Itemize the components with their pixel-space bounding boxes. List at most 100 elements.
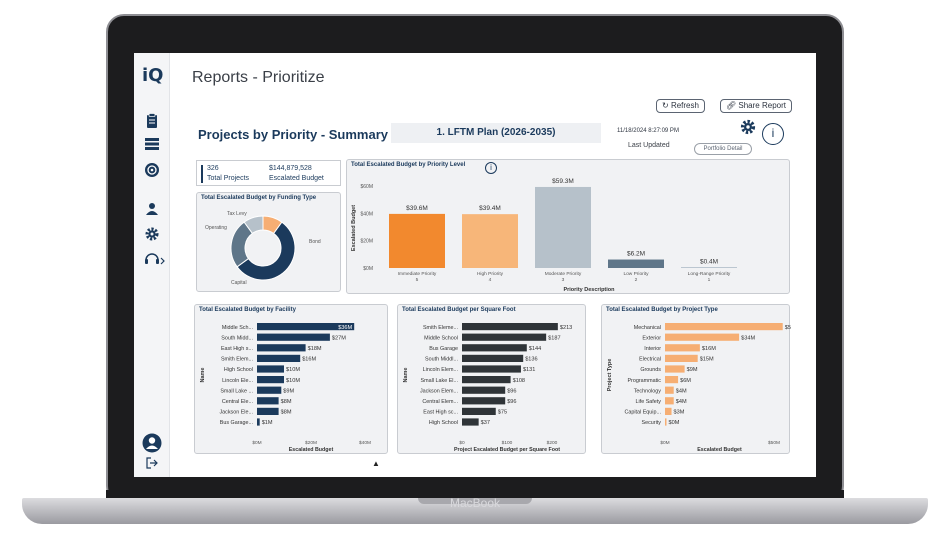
headset-icon[interactable] [144,250,166,266]
priority-bar[interactable] [681,267,737,268]
hbar[interactable] [462,323,558,331]
hbar[interactable] [257,333,330,341]
donut-slice-bond[interactable] [236,221,296,281]
plan-selector[interactable]: 1. LFTM Plan (2026-2035) [391,123,601,143]
priority-bars: $0M $20M $40M $60M Escalated Budget $39.6M Imm… [351,178,737,293]
bar-category-label: High School [429,420,458,426]
hbar[interactable] [665,386,674,394]
priority-bar[interactable] [462,214,518,268]
hbar[interactable] [462,418,479,426]
bar-category-label: Interior [644,346,661,352]
hbar-value-label: $187 [548,335,560,341]
hbar-value-label: $131 [523,367,535,373]
hbar[interactable] [257,418,260,426]
device-brand: MacBook [449,496,501,510]
hbar[interactable] [462,397,506,405]
hbar[interactable] [462,386,506,394]
priority-bar[interactable] [535,186,591,268]
x-tick-label: $50M [768,440,780,446]
hbar-value-label: $15M [700,357,714,363]
funding-type-chart: Bond Capital Operating Tax Levy [205,211,321,286]
priority-bar-label: $39.6M [406,205,428,212]
hbar[interactable] [462,333,547,341]
y-axis-label: Project Type [607,359,613,392]
logout-icon[interactable] [144,457,160,473]
hbar[interactable] [462,376,511,384]
bar-category-label: Jackson Ele... [219,410,253,416]
user-icon[interactable] [142,433,162,453]
bar-category-label: Lincoln Elem... [423,367,458,373]
list-icon[interactable] [144,137,160,153]
bar-category-label: Small Lake El... [421,378,458,384]
priority-bar[interactable] [608,259,664,268]
hbar[interactable] [462,344,527,352]
hbar[interactable] [462,354,524,362]
x-axis-label: Escalated Budget [289,447,334,453]
gauge-icon[interactable] [144,162,160,178]
hbar[interactable] [257,386,282,394]
hbar[interactable] [257,407,279,415]
hbar[interactable] [665,333,740,341]
bar-category-label: Programmatic [627,378,661,384]
hbar-value-label: $6M [680,378,691,384]
priority-info-icon[interactable]: i [485,162,497,174]
hbar[interactable] [462,407,496,415]
y-tick-label: $20M [360,239,373,245]
settings-gear-icon[interactable] [740,119,756,139]
donut-label: Bond [309,239,321,245]
hbar-value-label: $144 [529,346,541,352]
clipboard-icon[interactable] [144,113,160,129]
bar-category-label: Capital Equip... [624,410,661,416]
hbar-value-label: $96 [507,399,516,405]
hbar[interactable] [257,344,306,352]
hbar[interactable] [665,344,700,352]
bar-category-label: High School [224,367,253,373]
priority-category-label: Immediate Priority [398,271,437,277]
kpi-accent [201,165,203,183]
bar-category-label: Jackson Elem... [420,388,458,394]
priority-bar[interactable] [389,213,445,268]
priority-bar-label: $59.3M [552,178,574,185]
project-type-title: Total Escalated Budget by Project Type [606,307,718,313]
share-report-button[interactable]: 🔗︎ Share Report [720,99,792,113]
x-axis-label: Project Escalated Budget per Square Foot [454,447,560,453]
info-icon[interactable]: i [762,123,784,145]
hbar[interactable] [665,407,672,415]
bar-category-label: East High s... [221,346,253,352]
gear-icon[interactable] [144,226,160,242]
donut-label: Tax Levy [227,211,247,217]
facility-chart: Middle Sch... $36M South Midd... $27M East H… [200,323,371,453]
hbar[interactable] [665,323,783,331]
hbar-value-label: $9M [283,388,294,394]
hbar[interactable] [257,323,355,331]
x-tick-label: $0 [459,440,465,446]
hbar[interactable] [665,365,685,373]
total-projects-label: Total Projects [207,175,250,182]
bar-category-label: East High sc... [423,410,458,416]
hbar-value-label: $4M [676,388,687,394]
refresh-button[interactable]: ↻ Refresh [656,99,705,113]
facility-bars: Middle Sch... $36M South Midd... $27M East H… [200,323,371,453]
hbar[interactable] [257,376,284,384]
hbar[interactable] [665,376,679,384]
timestamp: 11/18/2024 8:27:09 PM [617,128,679,134]
hbar-value-label: $8M [281,410,292,416]
facility-title: Total Escalated Budget by Facility [199,307,296,313]
hbar[interactable] [462,365,521,373]
x-tick-label: $200 [547,440,558,446]
bar-category-label: Exterior [642,335,661,341]
people-icon[interactable] [144,202,160,218]
portfolio-detail-button[interactable]: Portfolio Detail [694,143,752,155]
bar-category-label: Central Elem... [422,399,458,405]
donut-slice-tax-levy[interactable] [262,215,283,235]
hbar[interactable] [257,354,301,362]
hbar[interactable] [665,418,667,426]
hbar[interactable] [257,397,279,405]
hbar[interactable] [665,397,674,405]
hbar[interactable] [665,354,698,362]
sqft-panel: Total Escalated Budget per Square Foot S… [397,304,586,454]
bar-category-label: Mechanical [634,325,661,331]
hbar[interactable] [257,365,284,373]
y-axis-label: Escalated Budget [351,205,357,251]
priority-category-label: High Priority [477,271,504,277]
